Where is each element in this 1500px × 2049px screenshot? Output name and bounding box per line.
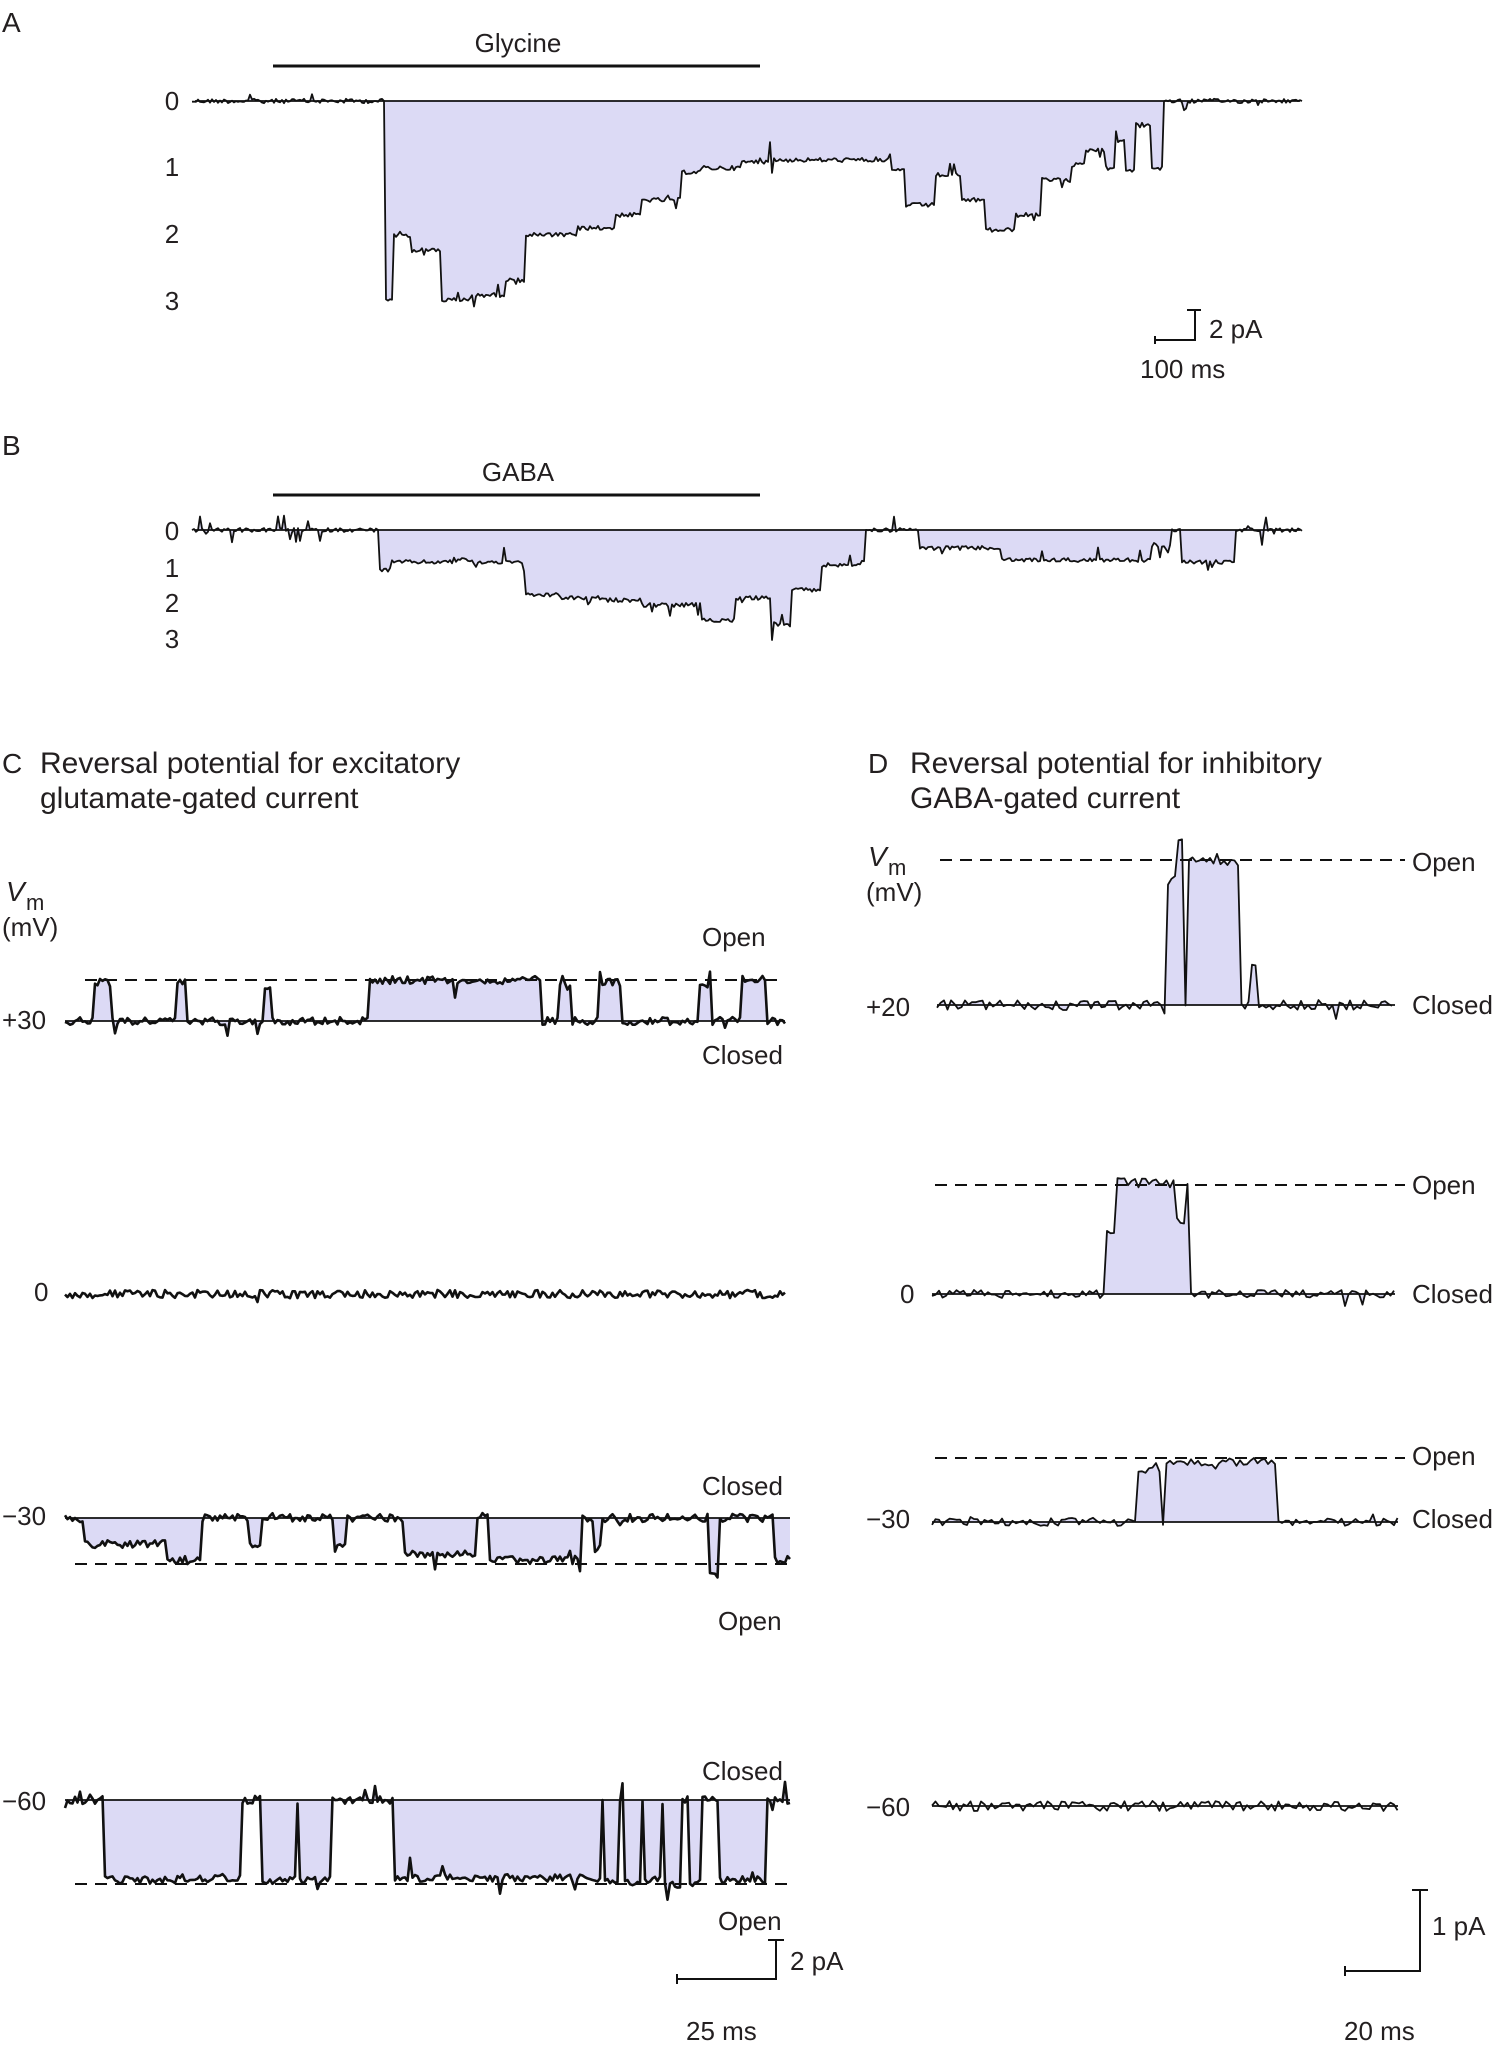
open-label: Open [1412, 847, 1476, 877]
panel-b-letter: B [2, 430, 21, 461]
gaba-trace-minus30 [931, 1457, 1405, 1527]
panel-c: C Reversal potential for excitatory glut… [2, 747, 844, 2046]
open-current-shading [192, 515, 1302, 640]
vm-axis-unit: (mV) [2, 912, 58, 942]
scale-bar-a [1154, 309, 1201, 344]
closed-label: Closed [702, 1471, 783, 1501]
open-label: Open [718, 1906, 782, 1936]
open-current-shading [932, 1178, 1395, 1306]
closed-label: Closed [702, 1756, 783, 1786]
panel-c-letter: C [2, 748, 22, 779]
scale-a-pa: 2 pA [1209, 314, 1263, 344]
scale-c-ms: 25 ms [686, 2016, 757, 2046]
vm-axis-subscript: m [26, 890, 44, 915]
vm-minus30-label: −30 [866, 1504, 910, 1534]
level-1-label: 1 [165, 152, 179, 182]
glutamate-trace-plus30 [64, 970, 787, 1037]
vm-0-label: 0 [34, 1277, 48, 1307]
gaba-trace-0 [931, 1177, 1405, 1307]
level-0-label: 0 [165, 86, 179, 116]
glycine-current-trace [191, 93, 1303, 308]
scale-bar-d [1344, 1889, 1428, 1976]
panel-c-title-line1: Reversal potential for excitatory [40, 747, 460, 780]
vm-axis-unit: (mV) [866, 877, 922, 907]
current-trace-path [936, 838, 1393, 1020]
open-label: Open [702, 922, 766, 952]
open-label: Open [1412, 1170, 1476, 1200]
panel-b: B GABA 0 1 2 3 [2, 430, 1303, 654]
gaba-trace-minus60 [931, 1800, 1399, 1812]
current-trace-path [191, 93, 1303, 308]
panel-d-title-line2: GABA-gated current [910, 782, 1181, 815]
scale-d-pa: 1 pA [1432, 1911, 1486, 1941]
vm-minus60-label: −60 [866, 1792, 910, 1822]
panel-a-letter: A [2, 7, 21, 38]
vm-axis-label: V [868, 841, 889, 872]
open-current-shading [65, 1781, 790, 1900]
scale-a-ms: 100 ms [1140, 354, 1225, 384]
closed-label: Closed [1412, 1504, 1493, 1534]
level-2-label: 2 [165, 219, 179, 249]
open-current-shading [192, 94, 1302, 307]
scale-c-pa: 2 pA [790, 1946, 844, 1976]
current-trace-path [63, 1780, 791, 1901]
scale-d-ms: 20 ms [1344, 2016, 1415, 2046]
level-0-label: 0 [165, 516, 179, 546]
gaba-label: GABA [482, 457, 555, 487]
scale-bar-c [676, 1939, 784, 1984]
current-trace-path [931, 1800, 1399, 1812]
vm-minus30-label: −30 [2, 1501, 46, 1531]
open-label: Open [1412, 1441, 1476, 1471]
vm-plus20-label: +20 [866, 992, 910, 1022]
open-label: Open [718, 1606, 782, 1636]
vm-axis-subscript: m [888, 855, 906, 880]
level-2-label: 2 [165, 588, 179, 618]
current-trace-path [931, 1457, 1399, 1527]
glutamate-trace-minus60 [63, 1780, 791, 1901]
open-current-shading [65, 971, 785, 1036]
gaba-trace-plus20 [936, 838, 1405, 1020]
open-current-shading [65, 1513, 790, 1578]
level-3-label: 3 [165, 286, 179, 316]
current-trace-path [64, 1288, 786, 1304]
vm-0-label: 0 [900, 1279, 914, 1309]
current-trace-path [191, 514, 1303, 641]
glycine-label: Glycine [475, 28, 562, 58]
level-3-label: 3 [165, 624, 179, 654]
gaba-current-trace [191, 514, 1303, 641]
glutamate-trace-minus30 [63, 1511, 791, 1579]
glutamate-trace-0 [64, 1288, 786, 1304]
panel-c-title-line2: glutamate-gated current [40, 782, 359, 815]
level-1-label: 1 [165, 553, 179, 583]
current-trace-path [931, 1177, 1395, 1307]
current-trace-path [64, 970, 787, 1037]
current-trace-path [63, 1511, 791, 1579]
panel-d-title-line1: Reversal potential for inhibitory [910, 747, 1322, 780]
closed-label: Closed [702, 1040, 783, 1070]
vm-axis-label: V [6, 876, 27, 907]
panel-d-letter: D [868, 748, 888, 779]
closed-label: Closed [1412, 1279, 1493, 1309]
vm-plus30-label: +30 [2, 1005, 46, 1035]
closed-label: Closed [1412, 990, 1493, 1020]
vm-minus60-label: −60 [2, 1786, 46, 1816]
panel-d: D Reversal potential for inhibitory GABA… [866, 747, 1493, 2046]
panel-a: A Glycine 0 1 2 3 2 pA 100 ms [2, 7, 1303, 384]
